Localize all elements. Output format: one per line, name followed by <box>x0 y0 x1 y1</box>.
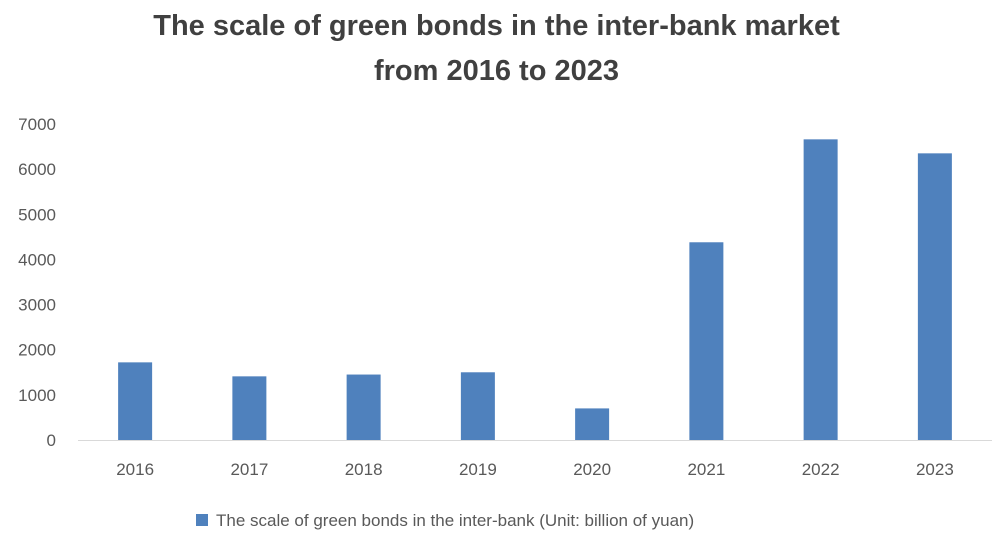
y-tick-label: 2000 <box>18 341 56 360</box>
x-tick-label: 2017 <box>230 460 268 479</box>
bar-2018 <box>346 374 381 440</box>
legend-swatch <box>196 514 208 526</box>
bar-2022 <box>803 139 838 440</box>
bar-2023 <box>917 153 952 441</box>
bar-2020 <box>575 408 610 440</box>
chart-title-line-1: The scale of green bonds in the inter-ba… <box>153 10 840 42</box>
chart-title: The scale of green bonds in the inter-ba… <box>0 4 993 94</box>
bar-2017 <box>232 376 267 440</box>
x-tick-label: 2021 <box>687 460 725 479</box>
y-tick-label: 0 <box>47 431 56 450</box>
y-tick-label: 6000 <box>18 160 56 179</box>
legend-label: The scale of green bonds in the inter-ba… <box>216 511 694 530</box>
x-tick-label: 2023 <box>916 460 954 479</box>
chart-title-line-2: from 2016 to 2023 <box>373 55 619 87</box>
x-axis: 2016 2017 2018 2019 2020 2021 2022 2023 <box>116 460 954 479</box>
x-tick-label: 2020 <box>573 460 611 479</box>
x-tick-label: 2016 <box>116 460 154 479</box>
x-tick-label: 2019 <box>459 460 497 479</box>
y-tick-label: 4000 <box>18 250 56 269</box>
y-tick-label: 7000 <box>18 115 56 134</box>
bar-2021 <box>689 242 724 440</box>
y-tick-label: 1000 <box>18 386 56 405</box>
y-tick-label: 3000 <box>18 296 56 315</box>
x-tick-label: 2018 <box>345 460 383 479</box>
x-tick-label: 2022 <box>802 460 840 479</box>
bar-2019 <box>460 372 495 440</box>
y-axis: 0 1000 2000 3000 4000 5000 6000 7000 <box>18 115 56 450</box>
y-tick-label: 5000 <box>18 205 56 224</box>
bars <box>118 139 952 441</box>
bar-2016 <box>118 362 153 440</box>
legend: The scale of green bonds in the inter-ba… <box>196 511 694 530</box>
